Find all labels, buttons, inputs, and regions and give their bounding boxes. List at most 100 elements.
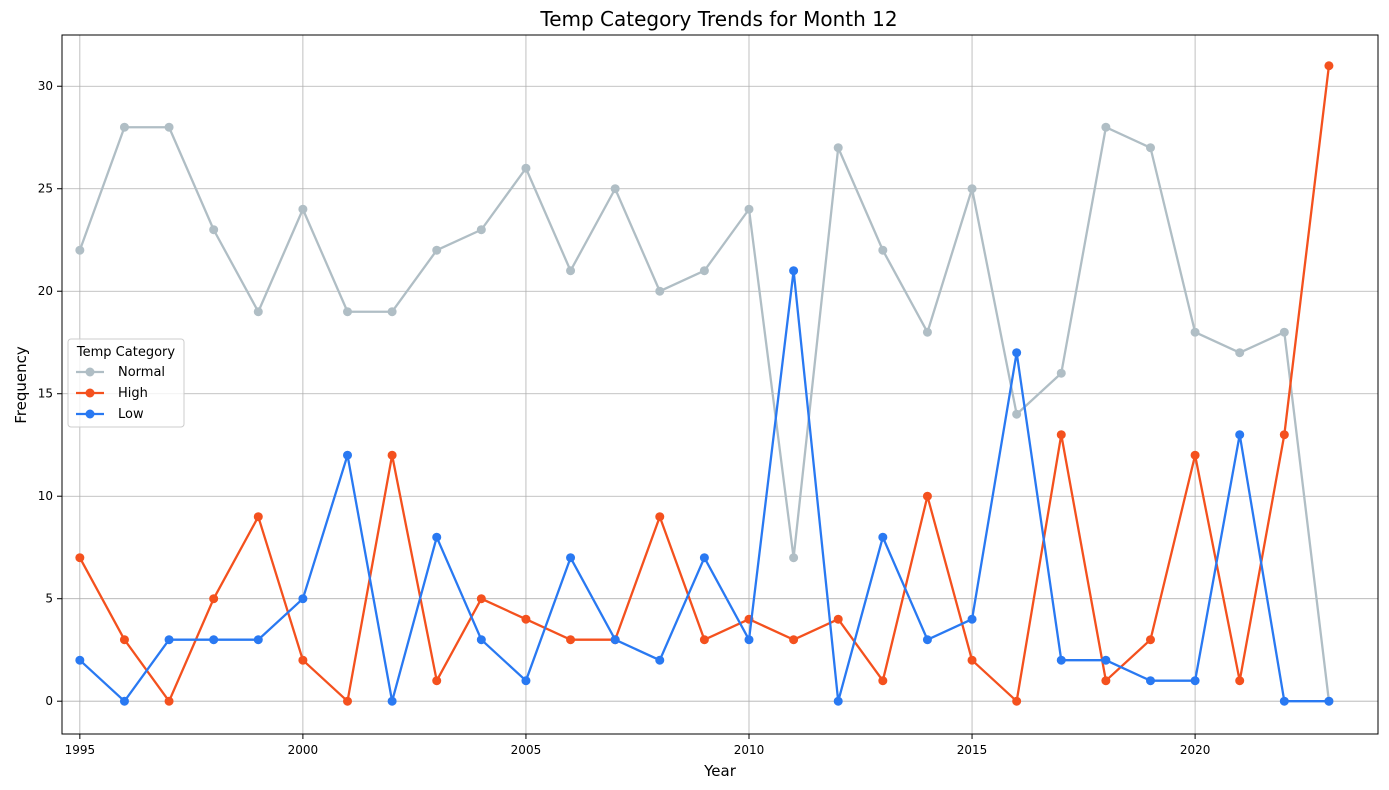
data-point-normal xyxy=(1101,122,1111,132)
data-point-low xyxy=(343,450,353,460)
data-point-high xyxy=(1056,430,1066,440)
legend-item-low: Low xyxy=(76,407,144,422)
data-point-low xyxy=(1101,655,1111,665)
y-tick-label: 25 xyxy=(38,182,53,196)
data-point-low xyxy=(1056,655,1066,665)
data-point-high xyxy=(922,491,932,501)
data-point-low xyxy=(1235,430,1245,440)
y-tick-label: 0 xyxy=(45,694,53,708)
data-point-normal xyxy=(878,245,888,255)
data-point-low xyxy=(699,553,709,563)
x-tick-label: 2005 xyxy=(511,743,542,757)
legend-label: High xyxy=(118,386,148,401)
data-point-low xyxy=(1012,348,1022,358)
series-line-high xyxy=(78,65,1331,703)
legend-title: Temp Category xyxy=(76,345,175,360)
data-point-high xyxy=(164,696,174,706)
legend-label: Low xyxy=(118,407,144,422)
data-point-high xyxy=(476,594,486,604)
legend-items: Normal High Low xyxy=(76,365,165,422)
x-tick-label: 2015 xyxy=(957,743,988,757)
legend-label: Normal xyxy=(118,365,165,380)
data-point-high xyxy=(566,635,576,645)
y-tick-label: 5 xyxy=(45,592,53,606)
legend-swatch-marker xyxy=(85,388,95,398)
data-point-low xyxy=(75,655,85,665)
data-point-high xyxy=(833,614,843,624)
series-normal xyxy=(75,122,1334,706)
data-point-low xyxy=(789,266,799,276)
data-point-low xyxy=(119,696,129,706)
y-tick-label: 10 xyxy=(38,489,53,503)
data-point-high xyxy=(789,635,799,645)
data-point-high xyxy=(387,450,397,460)
data-point-low xyxy=(878,532,888,542)
legend-item-high: High xyxy=(76,386,148,401)
data-point-low xyxy=(1190,676,1200,686)
grid-lines xyxy=(62,35,1378,734)
y-tick-label: 15 xyxy=(38,387,53,401)
series-layer xyxy=(75,61,1334,706)
data-point-low xyxy=(1279,696,1289,706)
data-point-high xyxy=(655,512,665,522)
data-point-high xyxy=(209,594,219,604)
data-point-high xyxy=(878,676,888,686)
data-point-normal xyxy=(164,122,174,132)
legend-swatch-marker xyxy=(85,367,95,377)
legend-swatch-marker xyxy=(85,409,95,419)
legend-item-normal: Normal xyxy=(76,365,165,380)
x-axis-ticks: 1995 2000 2005 2010 2015 2020 xyxy=(65,734,1211,757)
data-point-normal xyxy=(521,163,531,173)
data-point-normal xyxy=(789,553,799,563)
data-point-normal xyxy=(967,184,977,194)
data-point-high xyxy=(521,614,531,624)
data-point-high xyxy=(1324,61,1334,71)
data-point-normal xyxy=(253,307,263,317)
y-axis-label: Frequency xyxy=(12,346,30,424)
data-point-normal xyxy=(343,307,353,317)
data-point-low xyxy=(833,696,843,706)
data-point-normal xyxy=(209,225,219,235)
data-point-normal xyxy=(922,327,932,337)
data-point-low xyxy=(744,635,754,645)
x-axis-label: Year xyxy=(703,762,737,780)
y-tick-label: 20 xyxy=(38,284,53,298)
data-point-normal xyxy=(1235,348,1245,358)
data-point-high xyxy=(1190,450,1200,460)
y-tick-label: 30 xyxy=(38,79,53,93)
data-point-low xyxy=(610,635,620,645)
x-tick-label: 1995 xyxy=(65,743,96,757)
data-point-low xyxy=(922,635,932,645)
series-low xyxy=(75,266,1334,706)
data-point-normal xyxy=(476,225,486,235)
data-point-normal xyxy=(119,122,129,132)
x-tick-label: 2000 xyxy=(288,743,319,757)
data-point-normal xyxy=(387,307,397,317)
data-point-low xyxy=(655,655,665,665)
data-point-high xyxy=(967,655,977,665)
x-tick-label: 2020 xyxy=(1180,743,1211,757)
data-point-high xyxy=(119,635,129,645)
data-point-high xyxy=(1279,430,1289,440)
data-point-low xyxy=(566,553,576,563)
data-point-normal xyxy=(1056,368,1066,378)
data-point-low xyxy=(387,696,397,706)
data-point-normal xyxy=(432,245,442,255)
x-tick-label: 2010 xyxy=(734,743,765,757)
data-point-high xyxy=(1145,635,1155,645)
data-point-high xyxy=(1012,696,1022,706)
data-point-high xyxy=(298,655,308,665)
data-point-low xyxy=(209,635,219,645)
data-point-normal xyxy=(1145,143,1155,153)
data-point-high xyxy=(253,512,263,522)
data-point-normal xyxy=(566,266,576,276)
data-point-low xyxy=(164,635,174,645)
data-point-normal xyxy=(1190,327,1200,337)
legend-frame xyxy=(67,338,185,428)
data-point-normal xyxy=(744,204,754,214)
data-point-normal xyxy=(1279,327,1289,337)
series-high xyxy=(75,61,1334,706)
data-point-low xyxy=(298,594,308,604)
data-point-high xyxy=(75,553,85,563)
